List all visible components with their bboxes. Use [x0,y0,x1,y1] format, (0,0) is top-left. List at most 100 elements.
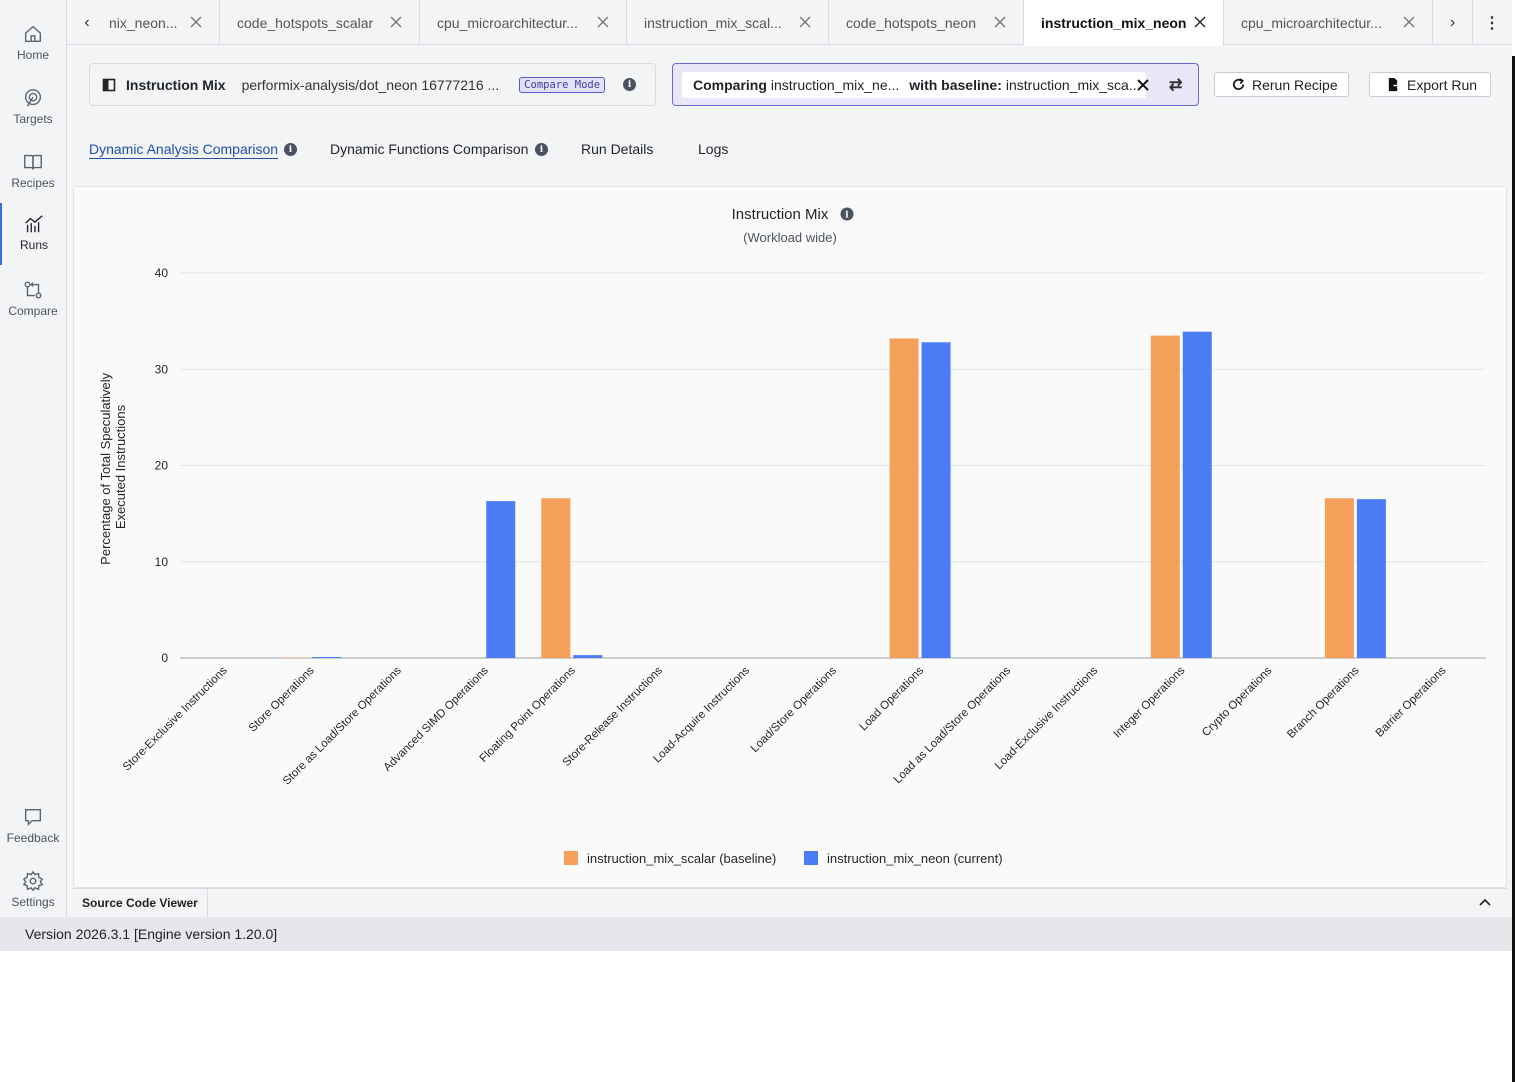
chevron-up-icon[interactable] [1477,895,1493,911]
tab-logs[interactable]: Logs [698,141,729,157]
sidebar-item-label: Compare [8,304,58,318]
tab-more-menu-button[interactable]: ⋮ [1472,0,1512,45]
tab-scroll-left-button[interactable]: ‹ [67,0,107,45]
export-icon [1388,77,1401,92]
legend-label: instruction_mix_scalar (baseline) [587,851,776,866]
export-run-button[interactable]: Export Run [1369,72,1491,97]
tab-label: instruction_mix_scal... [644,14,782,31]
info-icon[interactable]: i [623,78,637,91]
close-icon[interactable] [796,13,814,31]
compare-current: instruction_mix_ne... [770,77,900,93]
y-axis-label-line: Executed Instructions [113,404,128,529]
compare-icon [24,281,42,299]
tab-label: cpu_microarchitectur... [437,14,578,31]
tab-item[interactable]: code_hotspots_scalar [220,0,420,45]
tab-label: nix_neon... [109,14,178,31]
tab-label: cpu_microarchitectur... [1241,14,1382,31]
tab-label: instruction_mix_neon [1041,15,1187,31]
y-axis-label-line: Percentage of Total Speculatively [98,372,113,564]
x-tick-label: Advanced SIMD Operations [382,664,491,773]
close-icon[interactable] [594,13,612,31]
tab-label: code_hotspots_scalar [237,14,374,31]
compare-baseline-prefix: with baseline: [909,77,1002,93]
y-tick-label: 20 [155,459,169,473]
close-icon[interactable] [387,13,405,31]
info-icon[interactable]: i [284,143,297,156]
bar-current [921,342,951,658]
version-text: Version 2026.3.1 [Engine version 1.20.0] [25,926,278,942]
source-code-viewer-tab[interactable]: Source Code Viewer [73,889,208,917]
sidebar-item-feedback[interactable]: Feedback [0,800,66,860]
sidebar-item-label: Targets [13,112,53,126]
tab-item[interactable]: instruction_mix_scal... [627,0,829,45]
kebab-menu-icon: ⋮ [1484,14,1500,32]
x-tick-label: Crypto Operations [1200,664,1275,739]
info-icon[interactable]: i [535,143,548,156]
bar-current [573,655,603,658]
window-edge [1512,56,1515,1082]
bar-current [486,501,516,658]
tab-item-active[interactable]: instruction_mix_neon [1024,0,1224,46]
clear-compare-icon[interactable] [1135,77,1151,93]
tab-dynamic-analysis-comparison[interactable]: Dynamic Analysis Comparison [89,141,279,157]
y-tick-label: 40 [155,266,169,280]
x-tick-label: Branch Operations [1285,664,1361,740]
chevron-right-icon: › [1449,13,1456,31]
sidebar-item-targets[interactable]: Targets [0,81,66,141]
y-axis-label: Percentage of Total Speculatively Execut… [98,369,128,565]
sidebar-item-compare[interactable]: Compare [0,273,66,333]
sidebar: Home Targets Recipes Runs Compare Feedba… [0,0,67,917]
gear-icon [22,870,44,892]
x-tick-label: Store-Release Instructions [561,664,665,768]
refresh-icon [1232,78,1245,91]
bar-baseline [1324,498,1354,658]
bar-baseline [541,498,571,658]
sidebar-item-home[interactable]: Home [0,17,66,77]
info-icon[interactable]: i [840,207,854,221]
x-tick-label: Load Operations [858,664,927,733]
x-tick-label: Load/Store Operations [749,664,839,754]
sidebar-item-label: Settings [11,895,55,909]
close-icon[interactable] [187,13,205,31]
tab-item[interactable]: code_hotspots_neon [829,0,1024,45]
compare-summary[interactable]: Comparing instruction_mix_ne... with bas… [682,72,1146,98]
sidebar-item-label: Feedback [6,831,60,845]
y-tick-label: 10 [155,555,169,569]
sidebar-item-label: Runs [19,238,48,252]
tab-dynamic-functions-comparison[interactable]: Dynamic Functions Comparison [330,141,529,157]
sidebar-item-settings[interactable]: Settings [0,864,66,924]
run-title-box: Instruction Mix performix-analysis/dot_n… [89,63,656,106]
y-tick-label: 0 [161,651,168,665]
swap-icon[interactable]: ⇄ [1169,77,1183,94]
close-icon[interactable] [1400,13,1418,31]
close-icon[interactable] [1191,13,1209,31]
bar-current [1356,499,1386,658]
bar-current [312,657,342,658]
close-icon[interactable] [991,13,1009,31]
status-bar: Version 2026.3.1 [Engine version 1.20.0] [0,917,1512,951]
chart-subtitle: (Workload wide) [743,230,837,245]
rerun-recipe-button[interactable]: Rerun Recipe [1214,72,1349,97]
target-icon [24,89,42,107]
tab-run-details[interactable]: Run Details [581,141,654,157]
app-window: Home Targets Recipes Runs Compare Feedba… [0,0,1512,951]
sidebar-item-runs[interactable]: Runs [0,203,66,265]
chevron-left-icon: ‹ [84,13,90,31]
sidebar-item-recipes[interactable]: Recipes [0,145,66,205]
bar-current [1182,331,1212,658]
tab-item[interactable]: cpu_microarchitectur... [420,0,627,45]
compare-baseline: instruction_mix_sca... [1005,77,1141,93]
tab-scroll-right-button[interactable]: › [1433,0,1473,45]
tab-item[interactable]: cpu_microarchitectur... [1224,0,1433,45]
chart-title: Instruction Mix [732,206,829,223]
recipe-title: Instruction Mix [126,76,226,93]
tab-item[interactable]: nix_neon... [107,0,220,45]
chat-bubble-icon [24,808,42,826]
legend-label: instruction_mix_neon (current) [827,851,1003,866]
compare-mode-badge: Compare Mode [519,76,606,93]
compare-prefix: Comparing [693,77,767,93]
x-tick-label: Floating Point Operations [478,664,578,764]
legend-swatch [804,851,818,865]
x-tick-label: Load-Acquire Instructions [651,664,752,765]
